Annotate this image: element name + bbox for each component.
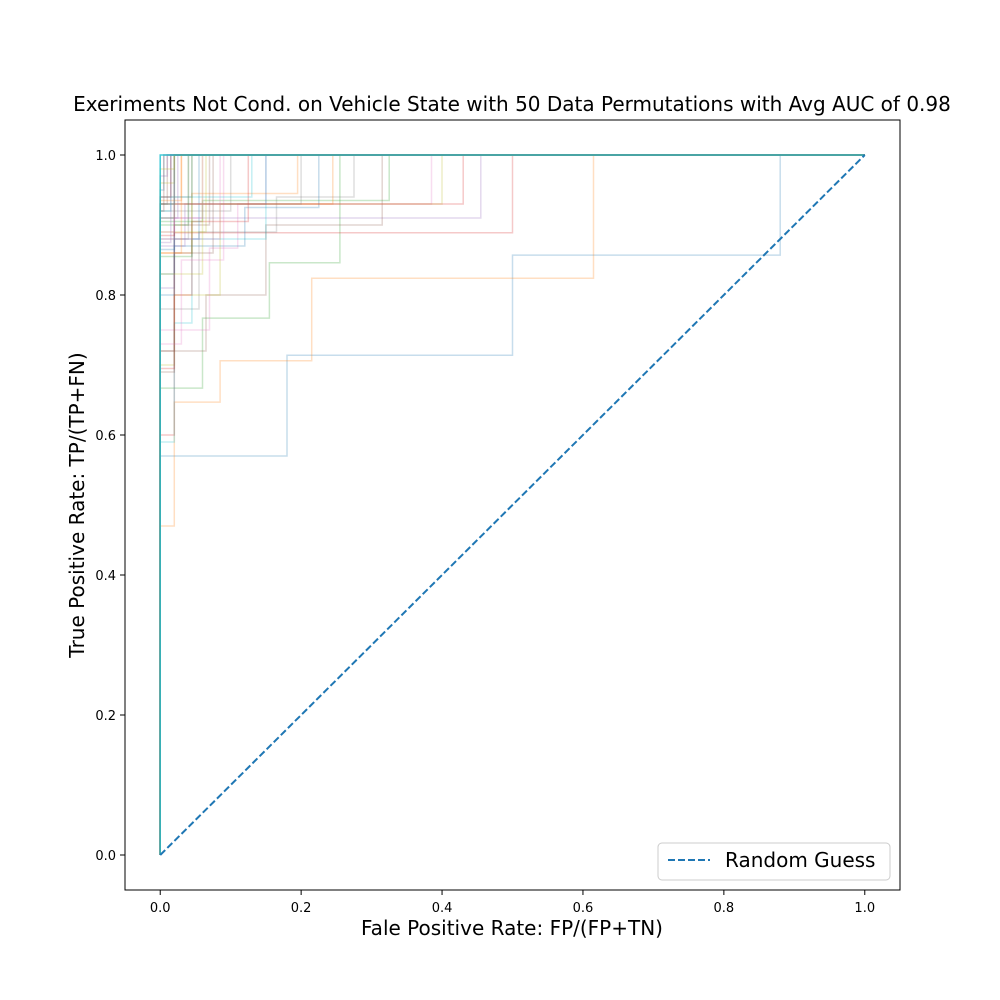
x-axis-ticks: 0.0 0.2 0.4 0.6 0.8 1.0 [150,890,875,916]
legend-label-random-guess: Random Guess [725,848,875,872]
chart-title: Exeriments Not Cond. on Vehicle State wi… [73,92,951,116]
x-tick-label-2: 0.4 [432,901,453,916]
y-tick-label-5: 1.0 [95,149,116,164]
y-tick-label-3: 0.6 [95,429,116,444]
roc-curve-50 [159,154,865,855]
x-tick-label-1: 0.2 [291,901,312,916]
x-axis-label: Fale Positive Rate: FP/(FP+TN) [361,916,663,940]
legend-box [657,842,891,881]
plot-frame [124,119,901,891]
y-tick-label-2: 0.4 [95,569,116,584]
legend: Random Guess [657,842,891,881]
y-axis-ticks: 0.0 0.2 0.4 0.6 0.8 1.0 [95,149,125,864]
x-tick-label-3: 0.6 [573,901,594,916]
random-guess-line [159,154,866,856]
y-tick-label-1: 0.2 [95,709,116,724]
x-tick-label-0: 0.0 [150,901,171,916]
y-tick-label-4: 0.8 [95,289,116,304]
x-tick-label-4: 0.8 [714,901,735,916]
y-tick-label-0: 0.0 [95,849,116,864]
roc-curves [159,154,865,855]
x-tick-label-5: 1.0 [854,901,875,916]
y-axis-label: True Positive Rate: TP/(TP+FN) [65,352,89,658]
plot-area [124,119,901,891]
